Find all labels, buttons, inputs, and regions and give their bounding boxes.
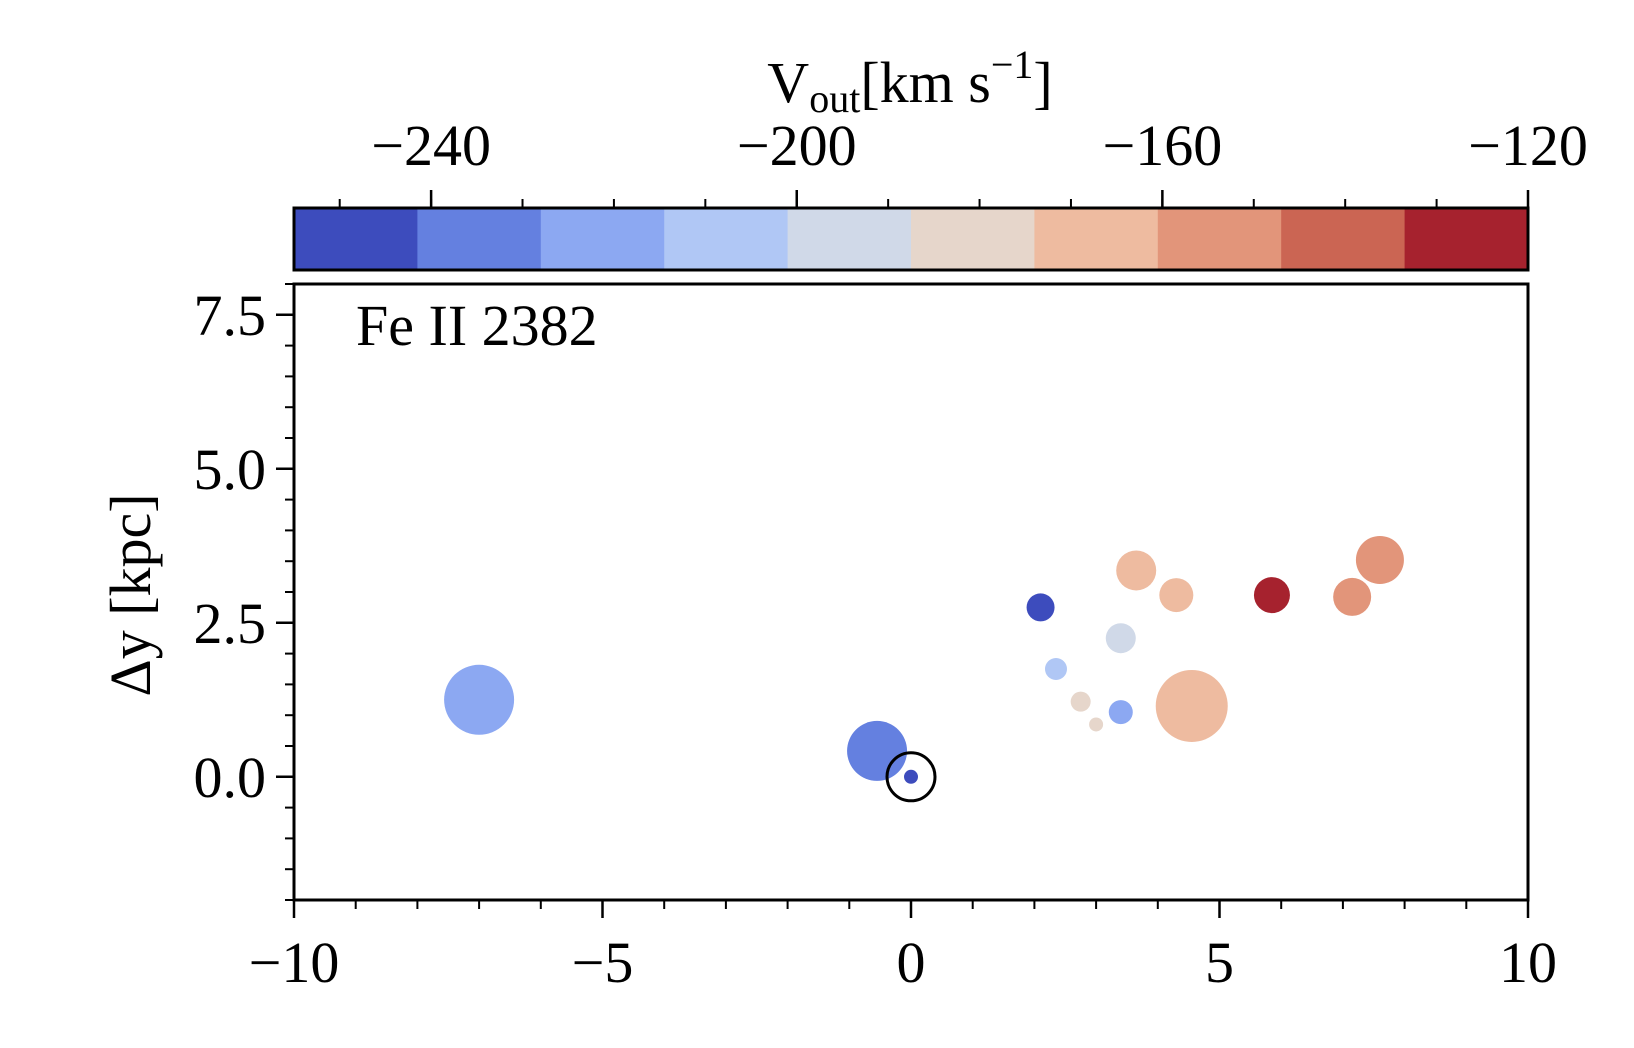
x-tick-label: −5 <box>572 930 634 995</box>
colorbar-segment <box>417 208 542 270</box>
colorbar-frame <box>292 206 1530 272</box>
point <box>1116 550 1157 591</box>
colorbar-segment <box>1157 208 1282 270</box>
x-tick-label: −10 <box>249 930 340 995</box>
x-tick-label: 0 <box>897 930 926 995</box>
colorbar-tick-label: −200 <box>737 113 857 178</box>
label-sub: out <box>809 76 860 121</box>
point <box>444 664 515 735</box>
point <box>1026 593 1055 622</box>
colorbar-segment <box>540 208 665 270</box>
colorbar-label: Vout[km s−1] <box>767 42 1052 121</box>
label-main: [km s <box>860 50 991 115</box>
x-tick-label: 10 <box>1499 930 1557 995</box>
label-base: V <box>767 50 809 115</box>
point <box>1159 578 1194 613</box>
label-end: ] <box>1033 50 1052 115</box>
point <box>847 720 908 781</box>
label-sup: −1 <box>991 42 1034 87</box>
point <box>1089 717 1104 732</box>
colorbar-segment <box>787 208 912 270</box>
y-tick-label: 5.0 <box>194 437 267 502</box>
point <box>1105 623 1136 654</box>
colorbar-segment <box>1034 208 1159 270</box>
colorbar-tick-label: −240 <box>371 113 491 178</box>
point <box>1355 535 1404 584</box>
y-tick-label: 2.5 <box>194 591 267 656</box>
point <box>1108 700 1133 725</box>
point <box>1253 577 1290 614</box>
point <box>1044 658 1067 680</box>
colorbar-segment <box>664 208 789 270</box>
reference-marker <box>885 751 937 803</box>
colorbar-tick-label: −160 <box>1103 113 1223 178</box>
point <box>904 769 918 784</box>
colorbar-segment <box>1281 208 1406 270</box>
colorbar-segment <box>294 208 418 270</box>
colorbar-tick-label: −120 <box>1468 113 1588 178</box>
colorbar-segment <box>911 208 1035 270</box>
x-tick-label: 5 <box>1205 930 1234 995</box>
annotation: Fe II 2382 <box>356 293 598 358</box>
point <box>1070 691 1091 712</box>
y-tick-label: 7.5 <box>194 283 267 348</box>
point <box>1333 577 1372 616</box>
y-tick-label: 0.0 <box>194 745 267 810</box>
point <box>1155 669 1228 742</box>
colorbar-segment <box>1404 208 1529 270</box>
y-axis-label: Δy [kpc] <box>98 493 163 696</box>
